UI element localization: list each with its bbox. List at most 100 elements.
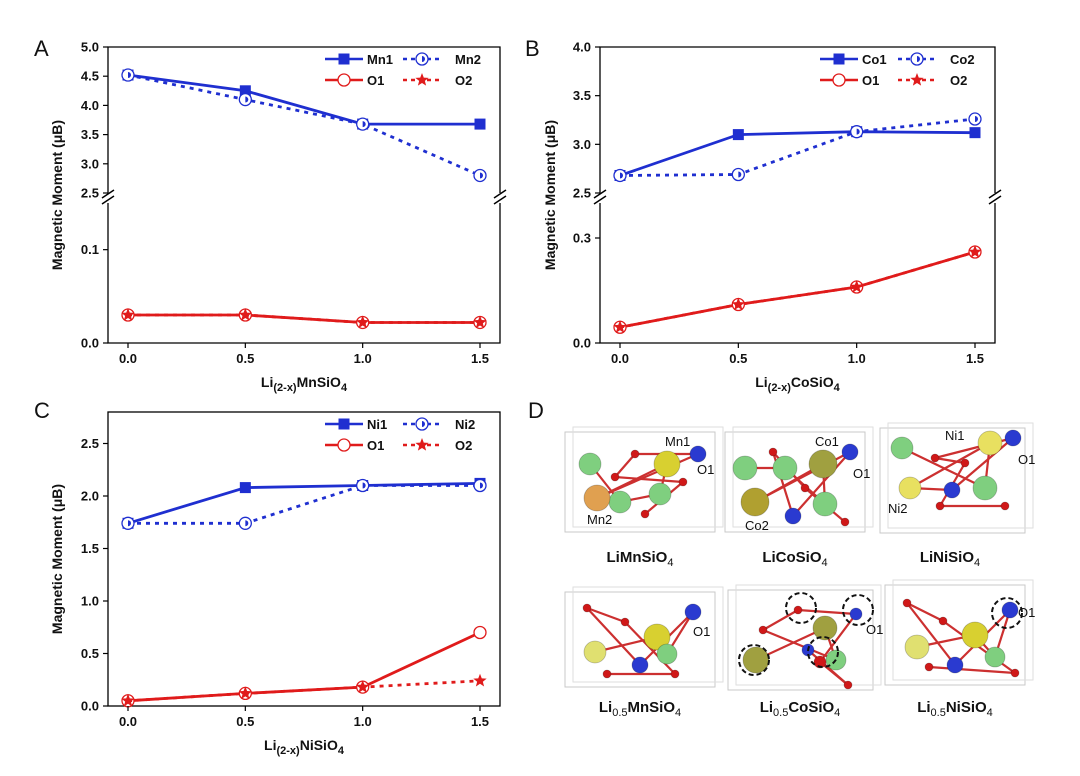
atom-label: O1 [697,462,714,477]
x-tick-label: 0.5 [236,714,254,729]
y-axis-label: Magnetic Moment (μB) [49,120,65,270]
data-point-C-Ni1-1 [239,482,251,494]
atom [784,507,802,525]
structure-caption: Li0.5CoSiO4 [760,699,841,719]
bond [762,609,799,631]
bond [909,442,991,489]
atom [1001,601,1019,619]
atom [610,472,620,482]
atom [813,655,827,669]
bond [797,608,857,616]
data-point-C-O2-2 [356,680,370,693]
atom [849,607,863,621]
axis-break-mark [101,195,115,205]
bond [906,602,944,622]
data-point-B-Co1-1 [732,129,744,141]
atom-label: O1 [866,622,883,637]
chart-panel-C: C 0.0 0.5 1.0 1.5 2.0 2.5 0.0 0.5 1.0 1.5 Li(2-x)Ni… [34,398,501,757]
atom [1010,668,1020,678]
legend-label: O1 [367,73,384,88]
atom [960,458,970,468]
chart-panel-B: B 2.5 3.0 3.5 4.0 0.0 0.3 0.0 0.5 1.0 1.5 Li(2-x)Co… [525,36,1002,394]
unit-cell-box-back [735,584,882,686]
bond [614,453,636,478]
data-point-B-Co1-3 [969,127,981,139]
bond [951,437,1014,491]
chart-panel-A: A 2.5 3.0 3.5 4.0 4.5 5.0 0.0 0.1 0.0 0.5 1.0 1.5 Li(… [34,36,507,394]
y-tick-label: 2.5 [81,436,99,451]
legend-label: O1 [367,438,384,453]
atom [653,450,681,478]
data-point-C-Ni2-2 [356,478,370,493]
atom [812,615,838,641]
plot-frame-upper [107,46,501,193]
atom-label: O1 [1018,452,1035,467]
x-axis-label: Li(2-x)NiSiO4 [264,737,345,757]
y-tick-label: 3.0 [81,156,99,171]
data-point-B-Co2-3 [968,112,982,126]
legend-marker-O1 [832,73,846,87]
atom [930,453,940,463]
atom [800,483,810,493]
atom [732,455,758,481]
y-tick-label: 0.5 [81,646,99,661]
panel-letter: A [34,36,49,61]
legend-marker-O1 [337,73,351,87]
x-tick-label: 1.0 [354,351,372,366]
atom [758,625,768,635]
legend-label: Ni1 [367,417,387,432]
legend-marker-Co2 [910,52,924,66]
y-tick-label: 2.5 [573,186,591,201]
x-tick-label: 0.0 [611,351,629,366]
atom [578,452,602,476]
bond [934,456,966,465]
structure-4: O1 Li0.5MnSiO4 [564,586,724,719]
atom [640,509,650,519]
legend-marker-O2 [415,73,429,86]
atom-label: O1 [853,466,870,481]
legend-marker-Ni2 [415,417,429,431]
bond [586,606,626,624]
atom-label: Co2 [745,518,769,533]
atom [961,621,989,649]
y-tick-label: 4.0 [573,40,591,55]
structure-1: Mn1 O1 Mn2 LiMnSiO4 [564,426,724,569]
legend-label: O1 [862,73,879,88]
atom [840,517,850,527]
atom [631,656,649,674]
data-point-A-Mn2-3 [473,168,487,183]
atom-label: Ni1 [945,428,965,443]
y-tick-label: 3.5 [81,127,99,142]
atom-label: O1 [693,624,710,639]
unit-cell-box-back [887,422,1034,529]
legend-label: Mn1 [367,52,393,67]
atom [620,617,630,627]
atom [1004,429,1022,447]
bond [624,621,676,675]
x-tick-label: 1.0 [848,351,866,366]
atom [670,669,680,679]
atom [689,445,707,463]
panel-letter: C [34,398,50,423]
data-point-A-O2-2 [356,315,370,329]
axis-break-mark [593,189,607,199]
x-tick-label: 0.0 [119,351,137,366]
atom [808,449,838,479]
atom [938,616,948,626]
series-line-B-Co1 [619,130,976,177]
highlight-circle [991,597,1023,629]
panel-letter: B [525,36,540,61]
highlight-circle [842,594,874,626]
data-point-B-O2-2 [850,280,864,293]
atom [793,605,803,615]
series-line-B-Co2 [619,117,976,177]
legend-label: Co1 [862,52,887,67]
axis-break-mark [101,189,115,199]
structure-caption: LiCoSiO4 [762,549,827,569]
bond [792,451,851,517]
unit-cell-box-back [572,586,724,683]
x-tick-label: 0.5 [236,351,254,366]
atom [946,656,964,674]
atom [583,484,611,512]
data-point-B-O2-1 [731,297,745,311]
